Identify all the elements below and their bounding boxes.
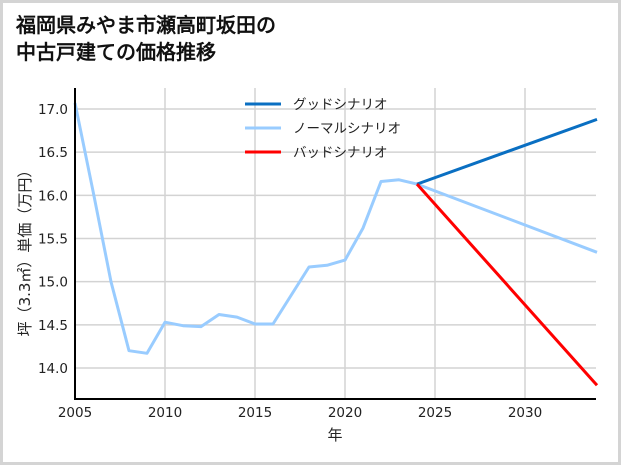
axes (74, 88, 596, 400)
legend-label: グッドシナリオ (293, 97, 388, 113)
legend-item: ノーマルシナリオ (245, 121, 401, 137)
y-tick-label: 17.0 (38, 102, 68, 118)
chart-title-line-2: 中古戸建ての価格推移 (16, 40, 216, 64)
legend-item: バッドシナリオ (245, 145, 388, 161)
x-axis-label: 年 (327, 426, 342, 444)
x-tick-label: 2010 (148, 405, 182, 421)
legend-label: ノーマルシナリオ (293, 121, 401, 137)
y-axis-label: 坪（3.3㎡）単価（万円） (16, 163, 34, 337)
series-line-bad (415, 183, 599, 387)
legend-item: グッドシナリオ (245, 97, 388, 113)
x-tick-label: 2005 (58, 405, 92, 421)
y-tick-label: 15.5 (38, 232, 68, 248)
y-tick-label: 16.0 (38, 188, 68, 204)
x-tick-label: 2030 (508, 405, 542, 421)
y-axis-ticks: 14.0 14.5 15.0 15.5 16.0 16.5 17.0 (38, 102, 68, 377)
chart-title: 福岡県みやま市瀬高町坂田の 中古戸建ての価格推移 (16, 12, 276, 66)
y-tick-label: 14.0 (38, 361, 68, 377)
series-line-normal (73, 102, 598, 355)
legend-label: バッドシナリオ (293, 145, 388, 161)
series-line-good (416, 117, 598, 186)
y-tick-label: 15.0 (38, 275, 68, 291)
x-tick-label: 2020 (328, 405, 362, 421)
x-tick-label: 2015 (238, 405, 272, 421)
x-axis-ticks: 2005 2010 2015 2020 2025 2030 (58, 405, 542, 421)
data-series (73, 102, 599, 387)
y-tick-label: 16.5 (38, 145, 68, 161)
y-tick-label: 14.5 (38, 318, 68, 334)
chart-title-line-1: 福岡県みやま市瀬高町坂田の (16, 13, 276, 37)
x-tick-label: 2025 (418, 405, 452, 421)
